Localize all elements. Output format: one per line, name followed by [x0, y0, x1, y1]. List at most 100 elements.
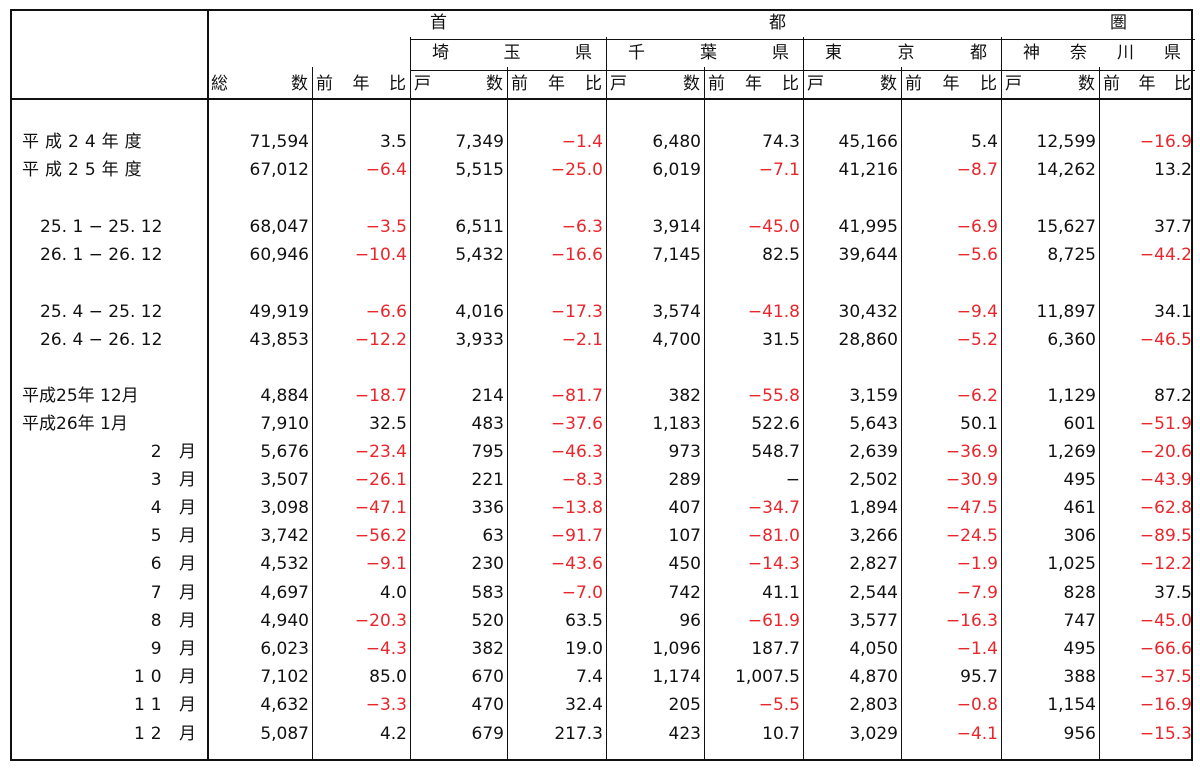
table-cell: −47.1 — [354, 498, 407, 518]
table-cell: 1,183 — [652, 414, 701, 434]
row-label: 2 月 — [150, 442, 202, 462]
table-cell: −3.5 — [365, 217, 407, 237]
header-total-char: 数 — [291, 74, 308, 94]
table-cell: −89.5 — [1139, 526, 1192, 546]
table-cell: 3,029 — [849, 724, 898, 744]
row-label: 3 月 — [150, 470, 202, 490]
table-cell: −20.3 — [354, 611, 407, 631]
table-cell: 450 — [668, 554, 701, 574]
table-cell: 495 — [1063, 639, 1096, 659]
table-cell: 6,480 — [652, 132, 701, 152]
table-cell: 32.4 — [565, 695, 603, 715]
row-label: 平成24年度 — [22, 132, 148, 152]
column-divider — [312, 67, 313, 759]
table-cell: 388 — [1063, 667, 1096, 687]
table-cell: −55.8 — [747, 386, 800, 406]
table-cell: 1,894 — [849, 498, 898, 518]
header-yoy-char: 前 — [1103, 74, 1120, 94]
table-cell: 6,511 — [455, 217, 504, 237]
table-cell: 3,266 — [849, 526, 898, 546]
header-yoy-char: 年 — [942, 74, 960, 94]
header-yoy-char: 比 — [389, 74, 406, 94]
column-divider — [410, 37, 411, 759]
table-cell: 670 — [471, 667, 504, 687]
row-label: 平成25年 12月 — [22, 386, 139, 406]
table-cell: 3.5 — [379, 132, 407, 152]
table-cell: 461 — [1063, 498, 1096, 518]
header-chiba-char: 千 — [628, 43, 645, 63]
row-label: 5 月 — [150, 526, 202, 546]
table-cell: 15,627 — [1036, 217, 1096, 237]
table-cell: −6.3 — [561, 217, 603, 237]
table-cell: 14,262 — [1036, 160, 1096, 180]
table-cell: −15.3 — [1139, 724, 1192, 744]
table-cell: 4.0 — [379, 583, 407, 603]
header-saitama-char: 埼 — [432, 43, 449, 63]
table-cell: −46.3 — [550, 442, 603, 462]
table-cell: 5,515 — [455, 160, 504, 180]
header-yoy: 前年比 — [312, 75, 410, 94]
table-cell: 4.2 — [379, 724, 407, 744]
header-units-char: 戸 — [807, 74, 824, 94]
table-cell: 679 — [471, 724, 504, 744]
header-yoy-char: 比 — [1174, 74, 1191, 94]
row-label: 25. 1 − 25. 12 — [40, 217, 163, 237]
table-cell: 583 — [471, 583, 504, 603]
table-cell: 973 — [668, 442, 701, 462]
column-divider — [803, 37, 804, 759]
row-label: 7 月 — [150, 583, 202, 603]
column-divider — [507, 67, 508, 759]
table-cell: 10.7 — [762, 724, 800, 744]
table-cell: −23.4 — [354, 442, 407, 462]
header-total: 総数 — [207, 75, 312, 94]
table-cell: 68,047 — [249, 217, 309, 237]
table-cell: 6,023 — [260, 639, 309, 659]
header-units-char: 数 — [1078, 74, 1095, 94]
table-cell: 4,632 — [260, 695, 309, 715]
table-cell: 187.7 — [751, 639, 800, 659]
table-cell: 522.6 — [751, 414, 800, 434]
table-cell: −12.2 — [1139, 554, 1192, 574]
table-cell: −81.0 — [747, 526, 800, 546]
table-cell: 63.5 — [565, 611, 603, 631]
table-cell: 3,577 — [849, 611, 898, 631]
table-cell: −7.0 — [561, 583, 603, 603]
table-cell: 41,216 — [838, 160, 898, 180]
table-cell: 4,940 — [260, 611, 309, 631]
header-yoy: 前年比 — [901, 75, 1001, 94]
table-cell: 3,098 — [260, 498, 309, 518]
table-cell: 495 — [1063, 470, 1096, 490]
table-cell: 6,360 — [1047, 330, 1096, 350]
table-cell: 3,507 — [260, 470, 309, 490]
table-cell: −61.9 — [747, 611, 800, 631]
table-cell: 7,102 — [260, 667, 309, 687]
table-cell: 407 — [668, 498, 701, 518]
header-kanagawa-char: 奈 — [1070, 43, 1087, 63]
header-units: 戸数 — [1001, 75, 1099, 94]
header-units: 戸数 — [410, 75, 507, 94]
table-cell: 107 — [668, 526, 701, 546]
table-cell: 67,012 — [249, 160, 309, 180]
header-rule-upper — [410, 39, 1195, 40]
table-cell: 96 — [679, 611, 701, 631]
table-cell: 95.7 — [960, 667, 998, 687]
table-cell: −6.6 — [365, 302, 407, 322]
header-total-char: 総 — [211, 74, 228, 94]
table-cell: 230 — [471, 554, 504, 574]
table-cell: 382 — [668, 386, 701, 406]
column-divider — [207, 11, 209, 759]
table-cell: −51.9 — [1139, 414, 1192, 434]
table-cell: 205 — [668, 695, 701, 715]
table-cell: 470 — [471, 695, 504, 715]
table-cell: 217.3 — [554, 724, 603, 744]
row-label: 10 月 — [133, 667, 202, 687]
table-cell: −66.6 — [1139, 639, 1192, 659]
table-cell: 6,019 — [652, 160, 701, 180]
table-cell: 32.5 — [369, 414, 407, 434]
table-cell: − — [785, 470, 800, 490]
header-tokyo-char: 都 — [970, 43, 987, 63]
table-cell: 7,349 — [455, 132, 504, 152]
table-cell: 1,269 — [1047, 442, 1096, 462]
table-cell: 45,166 — [838, 132, 898, 152]
table-cell: 7,145 — [652, 245, 701, 265]
